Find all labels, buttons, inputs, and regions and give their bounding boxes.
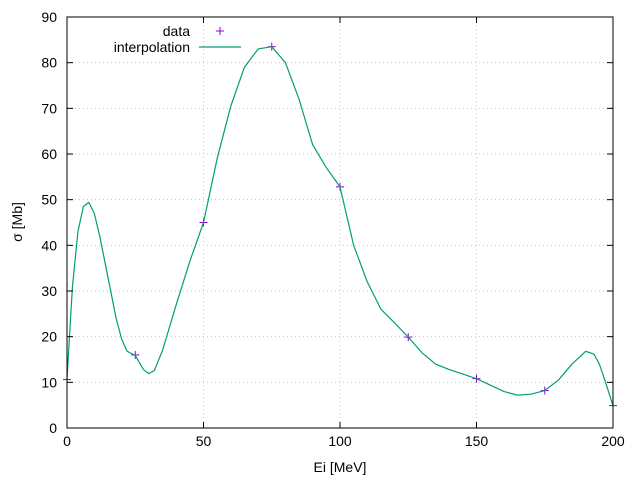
y-tick-label: 30 [41, 283, 57, 299]
y-tick-label: 10 [41, 374, 57, 390]
x-tick-label: 150 [465, 433, 489, 449]
y-axis-label: σ [Mb] [9, 202, 25, 242]
y-tick-label: 40 [41, 237, 57, 253]
y-tick-label: 0 [49, 420, 57, 436]
grid [67, 17, 613, 428]
y-tick-label: 90 [41, 9, 57, 25]
series-line-interpolation [66, 46, 614, 406]
x-axis-label: Ei [MeV] [314, 459, 367, 475]
plot-border [66, 16, 614, 429]
y-tick-label: 60 [41, 146, 57, 162]
legend-label-data: data [163, 23, 190, 39]
axes: 0 50 100 150 200 0 10 20 30 40 50 60 70 80 90 [41, 9, 624, 449]
legend-label-interpolation: interpolation [114, 39, 190, 55]
y-tick-label: 20 [41, 329, 57, 345]
y-tick-label: 50 [41, 192, 57, 208]
axis-labels: Ei [MeV] σ [Mb] [9, 202, 366, 475]
x-tick-label: 200 [601, 433, 625, 449]
y-tick-label: 80 [41, 55, 57, 71]
y-tick-label: 70 [41, 100, 57, 116]
x-tick-label: 100 [328, 433, 352, 449]
x-tick-label: 50 [196, 433, 212, 449]
x-tick-label: 0 [63, 433, 71, 449]
